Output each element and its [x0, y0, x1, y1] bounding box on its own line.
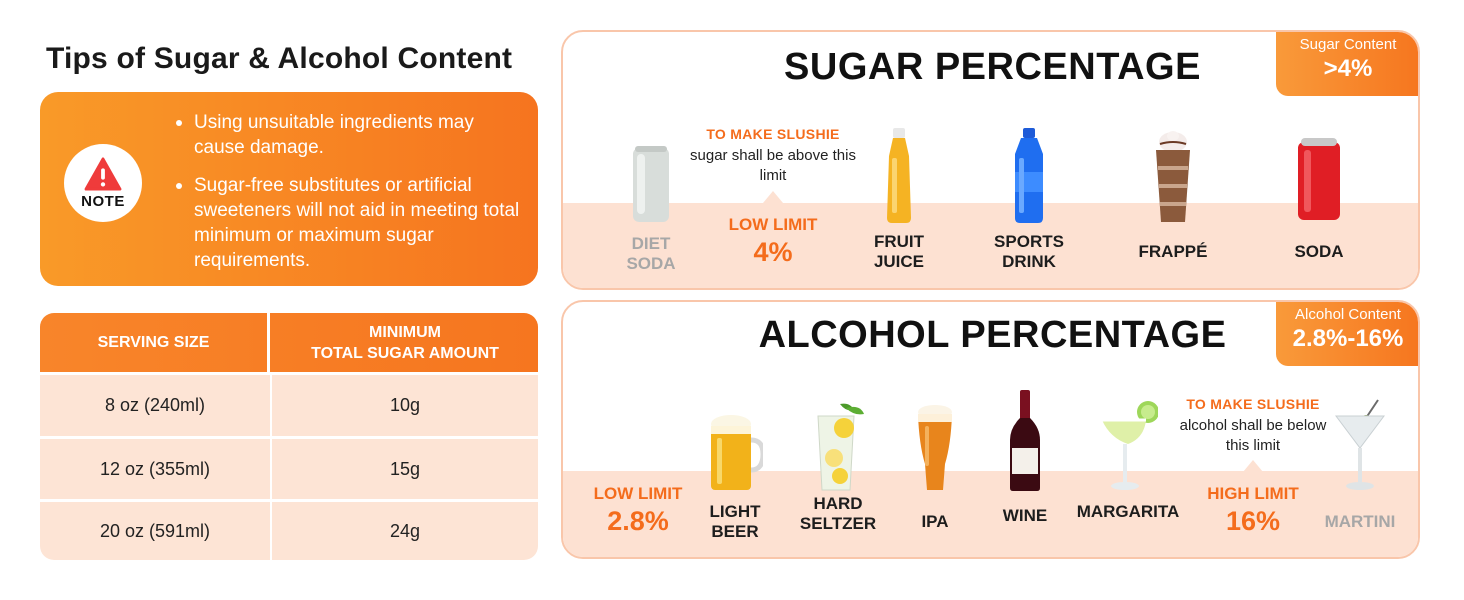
juice-bottle-icon — [887, 128, 911, 223]
note-badge: NOTE — [64, 144, 142, 222]
beer-mug-icon — [711, 415, 763, 490]
table-cell-sugar: 24g — [272, 502, 538, 560]
alcohol-note-head: TO MAKE SLUSHIE — [1186, 396, 1320, 412]
alcohol-slushie-note: TO MAKE SLUSHIE alcohol shall be below t… — [1168, 396, 1338, 456]
table-cell-serving: 12 oz (355ml) — [40, 439, 270, 499]
alcohol-percentage-panel: ALCOHOL PERCENTAGE Alcohol Content 2.8%-… — [561, 300, 1420, 559]
sugar-note-body: sugar shall be above this limit — [690, 147, 856, 184]
item-label: FRUIT JUICE — [873, 232, 925, 271]
frappe-cup-icon — [1156, 131, 1190, 222]
item-frappe: FRAPPÉ — [1123, 128, 1223, 262]
sugar-limit-value: 4% — [753, 237, 793, 267]
note-bullet: Sugar-free substitutes or artificial swe… — [176, 173, 524, 273]
table-cell-sugar: 10g — [272, 375, 538, 436]
item-label: DIET SODA — [626, 234, 676, 273]
table-header-min-sugar: MINIMUM TOTAL SUGAR AMOUNT — [311, 323, 499, 362]
sugar-content-badge: Sugar Content >4% — [1276, 32, 1418, 96]
table-row: 12 oz (355ml) 15g — [40, 439, 538, 499]
alcohol-note-body: alcohol shall be below this limit — [1179, 417, 1327, 454]
table-header-serving-size: SERVING SIZE — [40, 313, 270, 372]
item-wine: WINE — [985, 390, 1065, 526]
alcohol-pointer — [1243, 460, 1263, 472]
item-label: SPORTS DRINK — [994, 232, 1064, 271]
alcohol-high-limit: HIGH LIMIT 16% — [1183, 484, 1323, 537]
note-bullet: Using unsuitable ingredients may cause d… — [176, 110, 524, 160]
item-label: IPA — [921, 512, 949, 531]
alcohol-low-value: 2.8% — [607, 506, 669, 536]
alcohol-content-badge: Alcohol Content 2.8%-16% — [1276, 302, 1418, 366]
note-list: Using unsuitable ingredients may cause d… — [176, 110, 524, 286]
table-cell-serving: 20 oz (591ml) — [40, 502, 270, 560]
table-cell-serving: 8 oz (240ml) — [40, 375, 270, 436]
margarita-glass-icon — [1102, 401, 1158, 490]
ipa-glass-icon — [918, 405, 952, 490]
table-row: 8 oz (240ml) 10g — [40, 375, 538, 436]
item-martini: MARTINI — [1315, 398, 1405, 532]
sugar-limit-name: LOW LIMIT — [728, 215, 818, 234]
item-diet-soda: DIET SODA — [611, 144, 691, 274]
item-label: HARD SELTZER — [799, 494, 877, 533]
sugar-title: SUGAR PERCENTAGE — [784, 46, 1201, 88]
sugar-pointer — [763, 191, 783, 203]
soda-can-icon — [1298, 138, 1340, 220]
wine-bottle-icon — [1010, 390, 1040, 491]
sugar-content-value: >4% — [1323, 55, 1373, 82]
tips-title: Tips of Sugar & Alcohol Content — [46, 42, 513, 75]
sugar-slushie-note: TO MAKE SLUSHIE sugar shall be above thi… — [688, 126, 858, 186]
item-label: LIGHT BEER — [709, 502, 761, 541]
alcohol-content-value: 2.8%-16% — [1292, 325, 1404, 352]
item-ipa: IPA — [895, 404, 975, 532]
item-label: FRAPPÉ — [1138, 242, 1208, 261]
item-fruit-juice: FRUIT JUICE — [859, 128, 939, 272]
sugar-percentage-panel: SUGAR PERCENTAGE Sugar Content >4% DIET … — [561, 30, 1420, 290]
seltzer-glass-icon — [817, 403, 864, 491]
item-margarita: MARGARITA — [1075, 398, 1181, 522]
item-label: MARTINI — [1324, 512, 1396, 531]
sugar-low-limit: LOW LIMIT 4% — [703, 215, 843, 268]
martini-glass-icon — [1335, 399, 1385, 490]
item-hard-seltzer: HARD SELTZER — [795, 402, 881, 534]
note-box: NOTE Using unsuitable ingredients may ca… — [40, 92, 538, 286]
alcohol-title: ALCOHOL PERCENTAGE — [758, 314, 1227, 356]
alcohol-high-name: HIGH LIMIT — [1207, 484, 1299, 503]
table-row: 20 oz (591ml) 24g — [40, 502, 538, 560]
note-label: NOTE — [81, 192, 125, 210]
warning-icon — [84, 156, 122, 191]
item-label: SODA — [1294, 242, 1344, 261]
table-cell-sugar: 15g — [272, 439, 538, 499]
sugar-content-label: Sugar Content — [1299, 36, 1397, 53]
alcohol-low-limit: LOW LIMIT 2.8% — [573, 484, 703, 537]
item-soda: SODA — [1279, 136, 1359, 262]
item-light-beer: LIGHT BEER — [695, 414, 775, 542]
sugar-band — [563, 203, 1418, 288]
diet-soda-can-icon — [633, 146, 669, 222]
sports-bottle-icon — [1015, 128, 1043, 223]
alcohol-content-label: Alcohol Content — [1295, 306, 1401, 323]
serving-size-table: SERVING SIZE MINIMUM TOTAL SUGAR AMOUNT … — [40, 313, 538, 560]
item-label: MARGARITA — [1076, 502, 1180, 521]
alcohol-band — [563, 471, 1418, 557]
table-header-row: SERVING SIZE MINIMUM TOTAL SUGAR AMOUNT — [40, 313, 538, 372]
alcohol-high-value: 16% — [1225, 506, 1281, 536]
item-sports-drink: SPORTS DRINK — [989, 128, 1069, 272]
item-label: WINE — [1002, 506, 1048, 525]
alcohol-low-name: LOW LIMIT — [593, 484, 683, 503]
sugar-note-head: TO MAKE SLUSHIE — [706, 126, 840, 142]
